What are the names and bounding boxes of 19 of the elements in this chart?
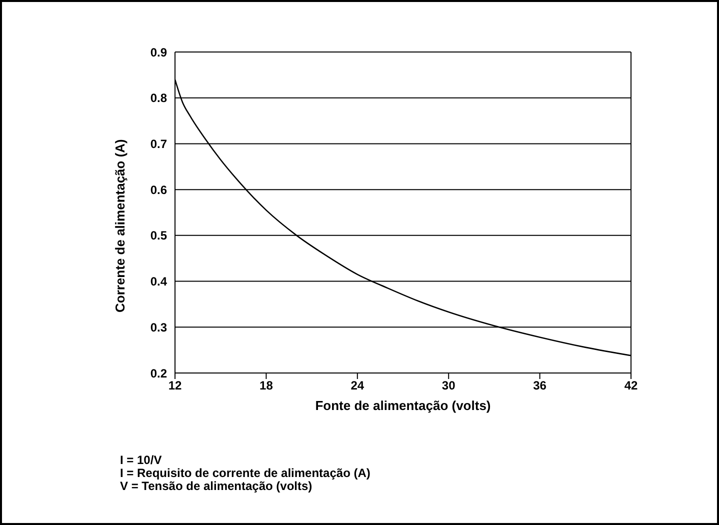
y-tick-label: 0.9 [150, 45, 168, 60]
y-tick-label: 0.2 [150, 366, 168, 380]
x-tick-label: 36 [533, 378, 547, 393]
x-tick-label: 18 [260, 378, 274, 393]
x-axis-title: Fonte de alimentação (volts) [315, 398, 491, 413]
y-tick-label: 0.3 [150, 320, 168, 334]
x-tick-label: 24 [350, 378, 364, 393]
y-tick-label: 0.7 [150, 136, 168, 151]
y-tick-label: 0.4 [150, 274, 168, 289]
y-tick-label: 0.8 [150, 91, 168, 106]
text: I = 10/V [120, 453, 163, 467]
x-tick-label: 12 [168, 378, 182, 393]
x-tick-label: 30 [442, 378, 456, 393]
y-axis-title: Corrente de alimentação (A) [112, 139, 128, 312]
y-tick-label: 0.6 [150, 182, 168, 197]
x-tick-label: 42 [624, 378, 638, 393]
text: I = Requisito de corrente de alimentação (A) [120, 466, 370, 480]
y-tick-label: 0.5 [150, 228, 168, 243]
text: V = Tensão de alimentação (volts) [120, 479, 312, 493]
